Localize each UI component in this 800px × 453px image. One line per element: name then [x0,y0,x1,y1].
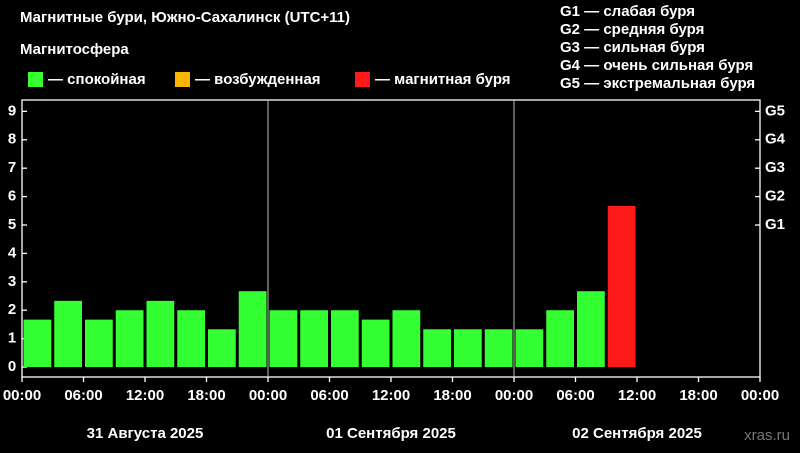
x-tick-label: 06:00 [64,387,102,404]
y-tick-label: 3 [8,273,16,290]
x-tick-label: 12:00 [372,387,410,404]
bar [423,329,451,368]
y-tick-label: 9 [8,102,16,119]
legend-swatch [175,72,190,87]
x-tick-label: 00:00 [249,387,287,404]
x-tick-label: 06:00 [310,387,348,404]
g-legend-item: G1 — слабая буря [560,3,695,20]
y2-tick-label: G4 [765,131,786,148]
y-tick-label: 1 [8,330,16,347]
bar [23,319,52,368]
legend-title: Магнитосфера [20,41,129,58]
day-label: 01 Сентября 2025 [326,425,456,442]
x-tick-label: 00:00 [495,387,533,404]
bar [607,205,636,368]
bar [300,310,328,368]
bar [484,329,513,368]
legend-swatch [28,72,43,87]
bar [577,291,605,368]
x-tick-label: 00:00 [741,387,779,404]
day-label: 02 Сентября 2025 [572,425,702,442]
y-tick-label: 8 [8,131,16,148]
day-label: 31 Августа 2025 [87,425,204,442]
y-tick-label: 4 [8,244,17,261]
x-tick-label: 00:00 [3,387,41,404]
legend-swatch [355,72,370,87]
bar [208,329,236,368]
x-tick-label: 12:00 [126,387,164,404]
legend-label: — магнитная буря [375,71,511,88]
y-tick-label: 7 [8,159,16,176]
y-tick-label: 6 [8,188,16,205]
x-tick-label: 18:00 [433,387,471,404]
bar [454,329,482,368]
bar [54,300,82,368]
bar [146,300,175,368]
g-legend-item: G3 — сильная буря [560,39,705,56]
bar [546,310,574,368]
bar [361,319,390,368]
source: xras.ru [744,427,790,444]
y2-tick-label: G2 [765,188,785,205]
g-legend-item: G2 — средняя буря [560,21,704,38]
bar [177,310,205,368]
g-legend-item: G5 — экстремальная буря [560,75,755,92]
x-tick-label: 18:00 [679,387,717,404]
y-tick-label: 0 [8,358,16,375]
bar [269,310,298,368]
g-legend-item: G4 — очень сильная буря [560,57,753,74]
y-tick-label: 2 [8,301,16,318]
chart-title: Магнитные бури, Южно-Сахалинск (UTC+11) [20,9,350,26]
bar [331,310,359,368]
bar [515,329,544,368]
y2-tick-label: G1 [765,216,785,233]
y2-tick-label: G3 [765,159,785,176]
x-tick-label: 12:00 [618,387,656,404]
y2-tick-label: G5 [765,102,785,119]
bar [85,319,113,368]
bar [238,291,267,368]
x-tick-label: 06:00 [556,387,594,404]
legend-label: — возбужденная [195,71,321,88]
bar [392,310,421,368]
bar [115,310,144,368]
x-tick-label: 18:00 [187,387,225,404]
legend-label: — спокойная [48,71,146,88]
y-tick-label: 5 [8,216,16,233]
